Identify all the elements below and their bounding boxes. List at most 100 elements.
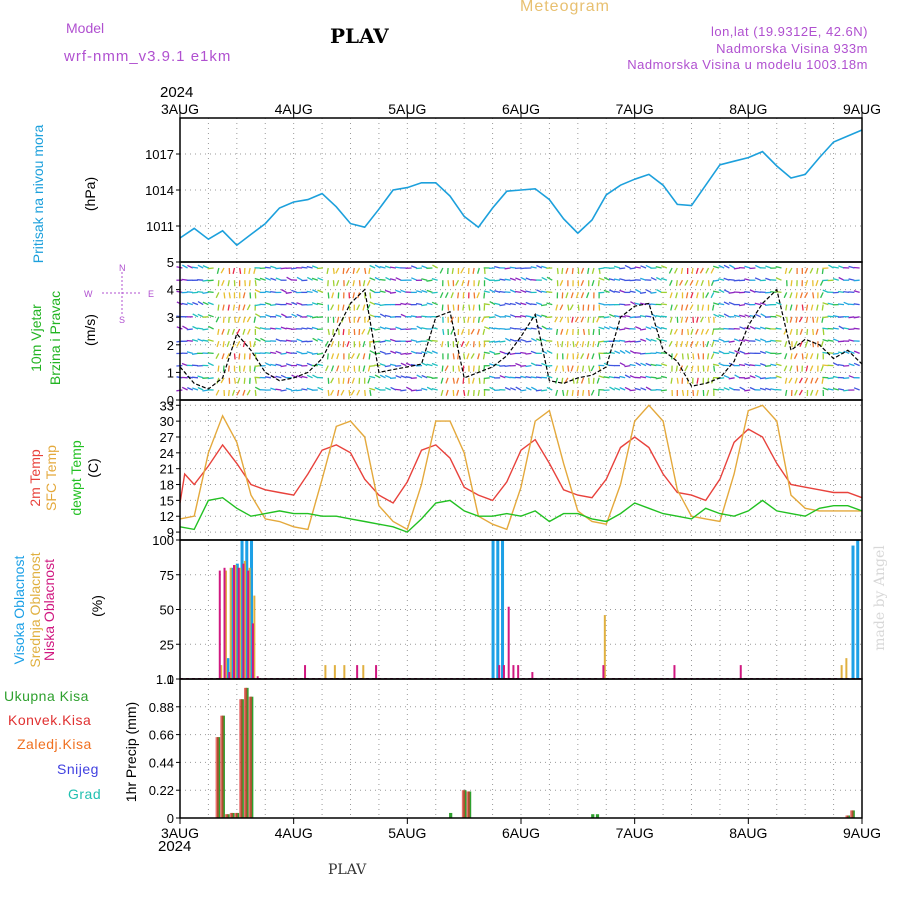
- wind-arrow: [186, 328, 193, 331]
- wind-arrow: [494, 289, 501, 294]
- wind-arrow: [384, 265, 391, 269]
- wind-arrow: [790, 280, 793, 287]
- wind-arrow: [369, 301, 376, 306]
- wind-arrow: [530, 337, 537, 342]
- wind-arrow: [379, 278, 386, 281]
- precip-convective-bar: [850, 810, 854, 818]
- wind-arrow: [619, 289, 626, 294]
- wind-arrow: [754, 374, 761, 379]
- cloud-mid-bar: [229, 567, 232, 679]
- wind-arrow: [562, 365, 565, 372]
- wind-arrow: [645, 289, 652, 293]
- wind-arrow: [191, 266, 199, 269]
- wind-arrow: [655, 351, 662, 355]
- wind-arrow: [217, 304, 220, 311]
- wind-arrow: [603, 340, 610, 343]
- wind-arrow: [451, 267, 454, 275]
- wind-arrow: [613, 376, 621, 379]
- wind-arrow: [514, 339, 522, 342]
- wind-arrow: [728, 386, 735, 391]
- cloud-high-bar: [496, 540, 500, 679]
- wind-arrow: [680, 316, 684, 323]
- wind-arrow: [838, 388, 845, 391]
- wind-arrow: [645, 362, 652, 367]
- wind-arrow: [509, 314, 517, 318]
- wind-arrow: [348, 389, 351, 396]
- cloud-low-bar: [602, 665, 605, 679]
- lonlat-label: lon,lat (19.9312E, 42.6N): [710, 24, 868, 39]
- wind-arrow: [520, 338, 527, 342]
- wind-arrow: [220, 267, 225, 274]
- wind-arrow: [226, 340, 230, 348]
- precip-convective-bar: [239, 699, 243, 818]
- wind-arrow: [806, 328, 809, 336]
- wind-arrow: [822, 316, 829, 319]
- wind-arrow: [395, 266, 402, 269]
- wind-arrow: [530, 327, 537, 330]
- wind-arrow: [395, 364, 402, 367]
- y-tick-label: 24: [160, 446, 174, 461]
- wind-arrow: [317, 338, 324, 342]
- wind-arrow: [718, 264, 725, 269]
- wind-arrow: [640, 375, 647, 379]
- wind-arrow: [441, 341, 444, 348]
- wind-arrow: [822, 387, 829, 391]
- wind-arrow: [431, 350, 438, 354]
- wind-arrow: [706, 389, 710, 396]
- wind-arrow: [463, 316, 466, 323]
- wind-arrow: [369, 350, 376, 354]
- wind-arrow: [242, 341, 246, 348]
- wind-arrow: [759, 387, 767, 391]
- cloud-mid-bar: [243, 560, 246, 679]
- wind-arrow: [723, 301, 730, 306]
- wind-arrow: [285, 291, 292, 294]
- wind-arrow: [395, 326, 402, 330]
- wind-arrow: [853, 290, 860, 294]
- wind-arrow: [853, 266, 860, 269]
- wind-arrow: [810, 304, 814, 311]
- y-tick-label: 0.88: [149, 700, 174, 715]
- wind-arrow: [246, 316, 251, 323]
- wind-arrow: [415, 389, 423, 392]
- wind-arrow: [689, 304, 694, 311]
- model-label: Model: [66, 20, 105, 36]
- wind-arrow: [379, 303, 386, 307]
- wind-arrow: [463, 353, 466, 360]
- wind-arrow: [613, 290, 621, 294]
- wind-arrow: [744, 265, 751, 269]
- wind-arrow: [296, 363, 303, 367]
- wind-arrow: [629, 340, 636, 343]
- cloud-high-bar: [245, 540, 249, 679]
- wind-arrow: [462, 377, 465, 384]
- wind-arrow: [853, 362, 860, 367]
- wind-arrow: [468, 304, 471, 311]
- wind-arrow: [744, 314, 751, 318]
- y-tick-label: 15: [160, 493, 174, 508]
- wind-arrow: [685, 341, 689, 348]
- wind-arrow: [226, 353, 230, 360]
- wind-arrow: [416, 290, 423, 294]
- wind-arrow: [327, 292, 330, 299]
- wind-arrow: [223, 292, 226, 299]
- wind-arrow: [640, 352, 647, 355]
- wind-arrow: [489, 301, 496, 306]
- wind-arrow: [207, 279, 214, 282]
- wind-arrow: [723, 313, 730, 318]
- wind-arrow: [286, 276, 293, 281]
- wind-arrow: [215, 389, 220, 396]
- cloud-mid-bar: [234, 565, 237, 679]
- wind-arrow: [592, 316, 595, 323]
- compass-s: S: [119, 315, 125, 324]
- bottom-year-label: 2024: [158, 838, 192, 855]
- wind-arrow: [280, 374, 287, 379]
- wind-arrow: [576, 365, 579, 372]
- wind-arrow: [668, 340, 673, 347]
- wind-arrow: [379, 265, 386, 269]
- wind-arrow: [379, 350, 386, 355]
- wind-arrow: [816, 267, 819, 275]
- wind-arrow: [483, 303, 490, 306]
- x-day-label-bottom: 5AUG: [388, 825, 426, 841]
- wind-arrow: [444, 365, 449, 372]
- wind-arrow: [676, 377, 679, 384]
- wind-arrow: [669, 279, 673, 286]
